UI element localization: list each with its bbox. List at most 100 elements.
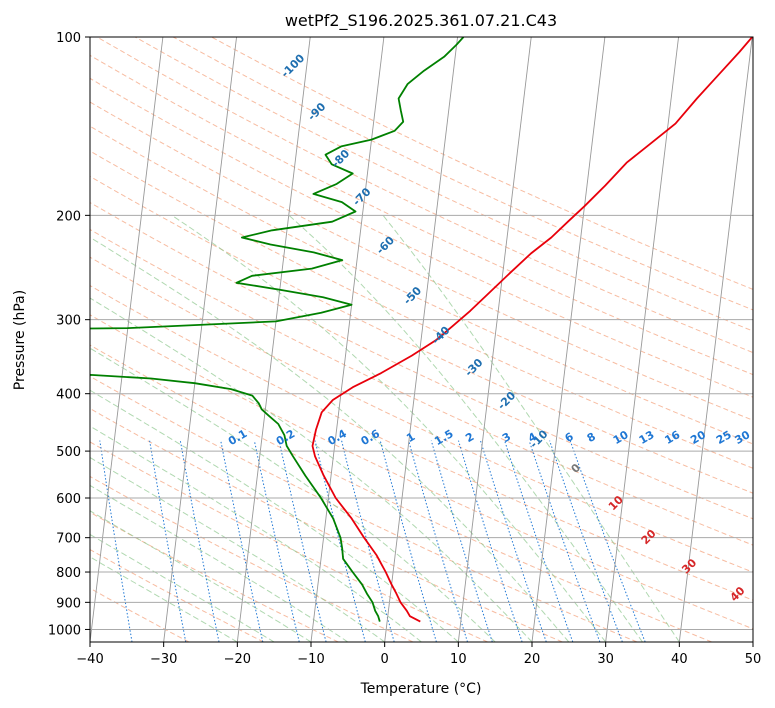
mixing-ratio-line	[528, 440, 601, 642]
moist-adiabat-line	[171, 214, 607, 642]
mixing-ratio-line	[278, 440, 327, 642]
mixing-ratio-label: 0.4	[325, 427, 349, 448]
y-tick-label: 200	[56, 209, 81, 224]
dry-adiabat-line	[90, 125, 753, 445]
dry-adiabat-line	[90, 284, 753, 601]
plot-frame	[89, 36, 754, 643]
sounding-series	[90, 37, 753, 623]
mixing-ratio-line	[179, 440, 220, 642]
theta-e-label: 0	[569, 461, 584, 476]
y-tick-label: 400	[56, 388, 81, 403]
dry-adiabat-line	[90, 475, 414, 642]
mixing-ratio-line	[458, 440, 523, 642]
dry-adiabat-line	[90, 587, 190, 642]
mixing-ratio-label: 1.5	[432, 427, 455, 448]
mixing-ratio-line	[430, 440, 493, 642]
moist-adiabat-line	[90, 484, 349, 642]
dry-adiabat-line	[90, 314, 753, 630]
mixing-ratio-label: 16	[662, 428, 682, 447]
moist-adiabat-line	[90, 297, 533, 642]
mixing-ratio-label: 30	[732, 428, 752, 447]
temperature-profile-line	[311, 37, 753, 623]
moist-adiabat-line	[382, 214, 680, 642]
pressure-grid	[90, 37, 753, 630]
isotherm-line	[457, 37, 532, 642]
y-tick-label: 300	[56, 314, 81, 329]
x-tick-label: −10	[297, 652, 324, 667]
mixing-ratio-label: 2	[463, 430, 476, 445]
y-axis-ticks: 1000 900 800 700 600 500 400 300 200 100	[48, 31, 90, 638]
mixing-ratio-label: 8	[585, 430, 598, 445]
isotherm-line	[678, 37, 753, 642]
mixing-ratio-line	[480, 440, 547, 642]
mixing-ratio-label: 10	[611, 428, 631, 447]
dry-adiabat-line	[172, 37, 753, 311]
mixing-ratio-line	[341, 440, 395, 642]
moist-adiabat-line	[90, 236, 570, 642]
mixing-ratio-label: 1	[404, 430, 417, 445]
dry-adiabat-line	[90, 375, 638, 642]
mixing-ratio-line	[569, 440, 646, 642]
moist-adiabat-line	[90, 456, 385, 642]
mixing-ratio-label: 6	[563, 430, 576, 445]
dry-adiabat-line	[90, 150, 753, 469]
x-axis-ticks: −40 −30 −20 −10 0 10 20 30 40 50	[76, 642, 761, 667]
mixing-ratio-line	[253, 440, 300, 642]
y-tick-label: 700	[56, 532, 81, 547]
moist-adiabat-line	[90, 510, 312, 642]
theta-e-label: -100	[279, 51, 308, 80]
chart-title: wetPf2_S196.2025.361.07.21.C43	[285, 11, 557, 31]
wetbulb-label: 30	[679, 556, 699, 576]
x-tick-label: 30	[597, 652, 614, 667]
dry-adiabat-line	[90, 77, 753, 398]
mixing-ratio-line	[408, 440, 468, 642]
x-tick-label: 0	[381, 652, 389, 667]
wetbulb-label: 20	[639, 527, 659, 547]
mixing-ratio-label: 13	[637, 428, 657, 447]
background-lines	[90, 37, 753, 642]
y-tick-label: 500	[56, 445, 81, 460]
dewpoint-profile-line	[90, 37, 465, 622]
dry-adiabat-line	[90, 256, 753, 573]
dry-adiabat-line	[90, 548, 264, 642]
dry-adiabat-line	[90, 441, 488, 642]
moist-adiabat-line	[90, 389, 459, 642]
x-tick-label: 50	[745, 652, 762, 667]
y-axis-label: Pressure (hPa)	[12, 290, 28, 390]
y-tick-label: 900	[56, 596, 81, 611]
dry-adiabat-line	[90, 201, 753, 520]
x-tick-label: −30	[150, 652, 177, 667]
theta-e-label: -30	[462, 356, 485, 379]
x-tick-label: −20	[224, 652, 251, 667]
dry-adiabat-line	[90, 101, 753, 421]
mixing-ratio-line	[99, 440, 133, 642]
dry-adiabat-line	[90, 54, 753, 376]
isotherm-line	[384, 37, 459, 642]
dry-adiabat-line	[90, 175, 753, 494]
isotherm-line	[236, 37, 311, 642]
mixing-ratio-line	[220, 440, 264, 642]
isotherm-line	[752, 638, 753, 642]
mixing-ratio-label: 20	[688, 428, 708, 447]
isotherm-line	[163, 37, 238, 642]
dry-adiabat-line	[90, 344, 712, 642]
moist-adiabat-line	[288, 214, 643, 642]
dry-adiabat-line	[90, 407, 563, 642]
dry-adiabat-line	[96, 37, 753, 354]
isotherm-line	[605, 37, 680, 642]
x-tick-label: 10	[450, 652, 467, 667]
mixing-ratio-label: 36	[755, 428, 775, 447]
mixing-ratio-line	[549, 440, 623, 642]
mixing-ratio-line	[149, 440, 187, 642]
x-tick-label: 40	[671, 652, 688, 667]
dry-adiabat-line	[90, 228, 753, 546]
isotherm-line	[531, 37, 606, 642]
moist-adiabat-line	[90, 425, 422, 642]
x-tick-label: −40	[76, 652, 103, 667]
mixing-ratio-line	[379, 440, 437, 642]
isotherm-line	[90, 37, 164, 642]
theta-e-label: -60	[374, 234, 397, 257]
theta-e-label: -90	[305, 100, 328, 123]
y-tick-label: 100	[56, 31, 81, 46]
